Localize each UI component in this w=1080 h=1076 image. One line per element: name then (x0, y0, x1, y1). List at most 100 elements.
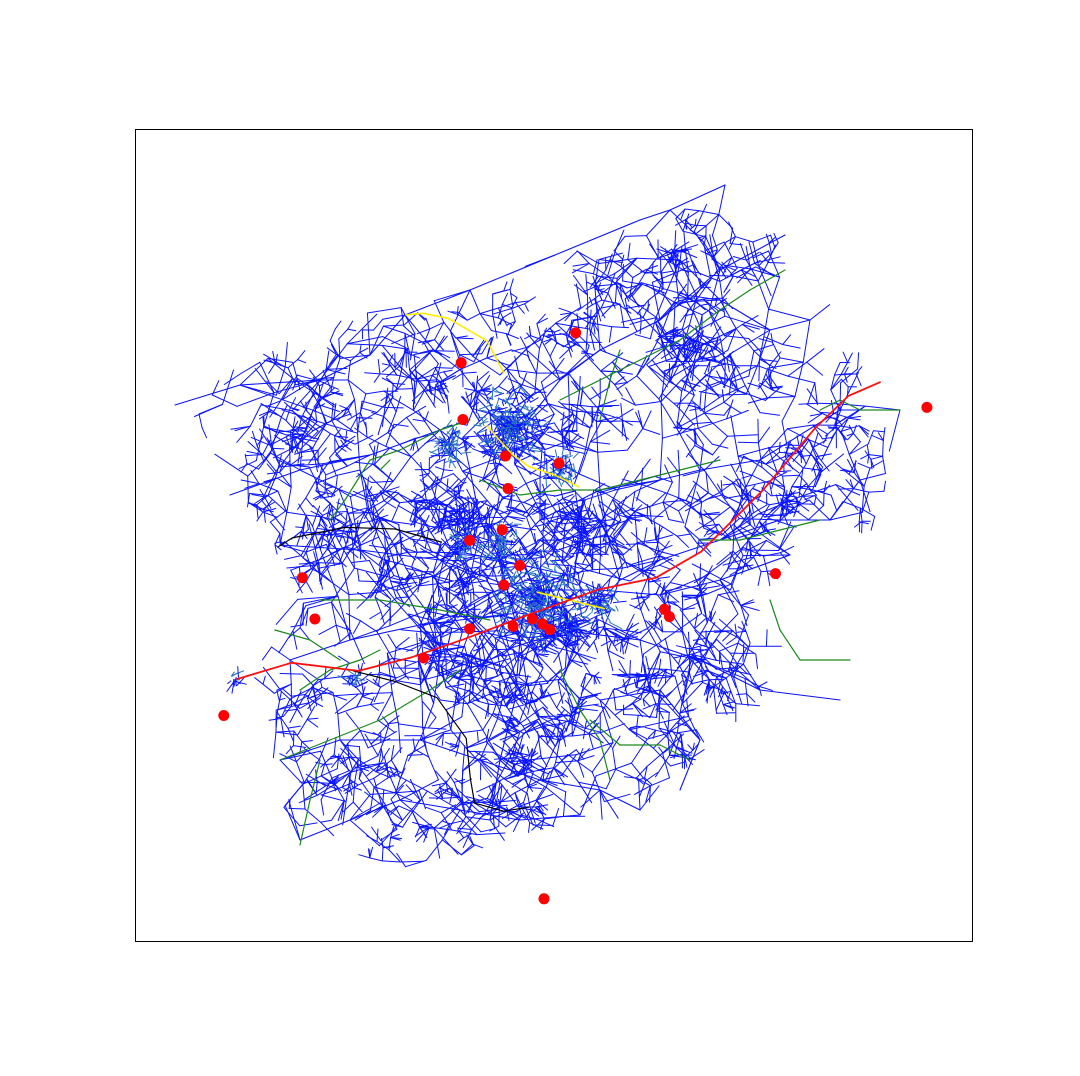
network-segment (291, 379, 321, 412)
network-segment (456, 668, 466, 685)
network-segment (297, 497, 307, 510)
network-segment (513, 388, 520, 407)
network-segment (701, 305, 716, 316)
network-segment (430, 349, 443, 355)
network-segment (303, 759, 320, 783)
network-segment (690, 679, 710, 685)
network-segment (646, 364, 668, 388)
network-segment (428, 717, 437, 728)
network-segment (412, 821, 430, 828)
network-segment (710, 310, 720, 327)
network-segment (613, 567, 623, 596)
network-segment (555, 729, 563, 748)
network-segment (504, 778, 528, 795)
network-segment (472, 588, 475, 601)
network-segment (699, 305, 706, 311)
network-segment (428, 449, 449, 459)
network-segment (302, 775, 322, 785)
network-trunk (539, 779, 601, 791)
network-segment (723, 401, 742, 414)
network-segment (555, 718, 575, 727)
network-segment (690, 662, 703, 685)
network-segment (383, 500, 397, 509)
network-segment (692, 637, 708, 641)
network-segment (292, 436, 299, 455)
network-segment (535, 502, 550, 505)
network-segment (853, 472, 865, 487)
network-segment (623, 623, 634, 640)
network-segment (618, 514, 631, 533)
network-segment (598, 259, 623, 263)
network-segment (446, 395, 450, 414)
network-segment (381, 847, 384, 862)
network-segment (512, 733, 520, 753)
network-segment (489, 508, 498, 528)
network-segment (389, 541, 403, 546)
network-segment (358, 768, 364, 780)
network-segment (349, 793, 371, 821)
network-segment (607, 650, 625, 660)
network-trunk (349, 624, 421, 641)
network-segment (279, 673, 304, 675)
network-segment (286, 486, 292, 513)
network-segment (793, 502, 800, 518)
network-segment (861, 491, 870, 513)
network-segment (273, 379, 321, 394)
network-segment (759, 428, 788, 461)
network-segment (639, 309, 642, 322)
network-segment (262, 511, 278, 518)
network-segment (304, 562, 320, 575)
network-trunk (519, 814, 581, 821)
network-segment (368, 492, 383, 497)
network-segment (447, 310, 458, 315)
network-segment (676, 380, 701, 407)
network-segment (577, 616, 585, 623)
network-segment (545, 493, 553, 507)
network-segment (600, 370, 616, 385)
network-segment (335, 469, 361, 476)
network-segment (805, 403, 823, 414)
network-segment (675, 715, 685, 724)
network-segment (489, 782, 497, 803)
network-segment (442, 375, 454, 383)
network-segment (779, 486, 786, 521)
network-segment (387, 721, 399, 725)
network-segment (494, 686, 499, 699)
network-segment (424, 420, 434, 435)
network-segment (458, 659, 464, 680)
network-segment (391, 383, 394, 399)
network-segment (852, 488, 870, 493)
network-segment (331, 800, 345, 821)
network-segment (240, 361, 261, 374)
network-segment (610, 540, 627, 549)
network-segment (446, 478, 449, 492)
network-segment (443, 371, 449, 378)
network-segment (409, 520, 430, 527)
network-segment (489, 728, 508, 740)
network-segment (246, 450, 264, 456)
network-segment (808, 439, 820, 458)
network-segment (305, 543, 327, 553)
network-segment (636, 484, 643, 502)
network-segment (592, 275, 597, 287)
network-segment (324, 670, 334, 679)
network-segment (455, 337, 474, 340)
network-segment (354, 398, 358, 419)
network-segment (284, 342, 288, 368)
network-segment (870, 515, 876, 531)
network-segment (707, 492, 731, 508)
network-segment (526, 332, 540, 349)
network-segment (571, 714, 580, 737)
network-segment (699, 397, 720, 412)
network-segment (660, 582, 666, 594)
network-segment (297, 718, 308, 736)
network-segment (683, 336, 691, 346)
network-segment (399, 575, 433, 581)
network-segment (539, 779, 567, 793)
network-segment (524, 303, 529, 312)
network-segment (744, 385, 761, 414)
network-segment (477, 443, 492, 457)
network-segment (647, 729, 657, 739)
network-segment (703, 679, 710, 696)
